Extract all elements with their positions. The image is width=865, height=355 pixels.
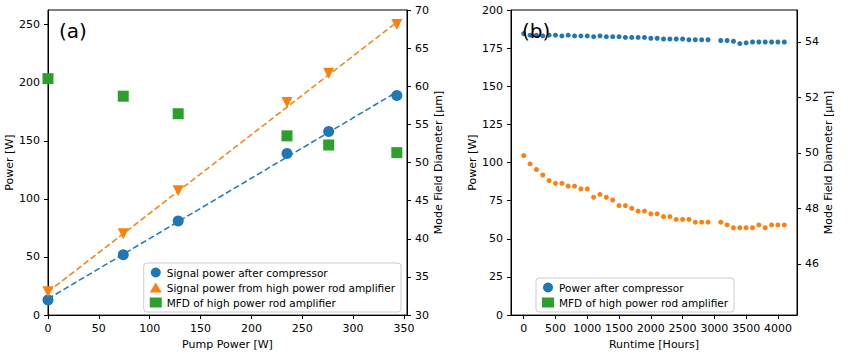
svg-text:(b): (b) [522, 19, 550, 43]
svg-text:Mode Field Diameter [µm]: Mode Field Diameter [µm] [432, 91, 445, 235]
svg-text:Power after compressor: Power after compressor [559, 282, 684, 294]
svg-text:45: 45 [415, 194, 429, 207]
svg-text:100: 100 [139, 322, 160, 335]
svg-text:4000: 4000 [764, 322, 792, 335]
svg-text:200: 200 [482, 4, 503, 17]
svg-text:Runtime [Hours]: Runtime [Hours] [609, 338, 699, 351]
svg-text:MFD of high power rod amplifie: MFD of high power rod amplifier [167, 297, 337, 309]
svg-text:65: 65 [415, 42, 429, 55]
svg-text:Mode Field Diameter [µm]: Mode Field Diameter [µm] [822, 91, 835, 235]
svg-text:50: 50 [489, 232, 503, 245]
svg-text:200: 200 [19, 76, 40, 89]
svg-text:2500: 2500 [669, 322, 697, 335]
svg-text:54: 54 [805, 35, 819, 48]
svg-text:0: 0 [496, 309, 503, 322]
svg-text:50: 50 [92, 322, 106, 335]
svg-text:500: 500 [545, 322, 566, 335]
svg-text:60: 60 [415, 80, 429, 93]
svg-text:1500: 1500 [605, 322, 633, 335]
svg-text:250: 250 [19, 18, 40, 31]
svg-text:25: 25 [489, 270, 503, 283]
svg-text:3000: 3000 [700, 322, 728, 335]
svg-text:175: 175 [482, 42, 503, 55]
svg-text:300: 300 [343, 322, 364, 335]
svg-text:30: 30 [415, 309, 429, 322]
svg-text:200: 200 [241, 322, 262, 335]
svg-text:70: 70 [415, 4, 429, 17]
svg-text:125: 125 [482, 118, 503, 131]
svg-text:3500: 3500 [732, 322, 760, 335]
svg-text:40: 40 [415, 232, 429, 245]
svg-text:Pump Power [W]: Pump Power [W] [182, 338, 273, 351]
svg-text:100: 100 [482, 156, 503, 169]
svg-text:52: 52 [805, 91, 819, 104]
svg-text:150: 150 [19, 134, 40, 147]
svg-text:46: 46 [805, 257, 819, 270]
svg-text:0: 0 [520, 322, 527, 335]
svg-text:250: 250 [292, 322, 313, 335]
svg-text:0: 0 [45, 322, 52, 335]
svg-text:(a): (a) [59, 19, 87, 43]
svg-text:Power [W]: Power [W] [3, 134, 16, 190]
svg-text:35: 35 [415, 270, 429, 283]
svg-text:2000: 2000 [637, 322, 665, 335]
svg-text:Power [W]: Power [W] [466, 134, 479, 190]
svg-text:75: 75 [489, 194, 503, 207]
svg-text:MFD of high power rod amplifie: MFD of high power rod amplifier [559, 297, 729, 309]
svg-text:50: 50 [26, 250, 40, 263]
svg-text:55: 55 [415, 118, 429, 131]
svg-text:48: 48 [805, 202, 819, 215]
svg-text:350: 350 [393, 322, 414, 335]
svg-text:0: 0 [33, 309, 40, 322]
svg-text:150: 150 [482, 80, 503, 93]
svg-text:100: 100 [19, 192, 40, 205]
svg-text:Signal power from high power r: Signal power from high power rod amplifi… [167, 282, 396, 294]
svg-text:1000: 1000 [573, 322, 601, 335]
svg-text:Signal power after compressor: Signal power after compressor [167, 267, 329, 279]
svg-text:50: 50 [415, 156, 429, 169]
svg-text:150: 150 [190, 322, 211, 335]
svg-text:50: 50 [805, 146, 819, 159]
